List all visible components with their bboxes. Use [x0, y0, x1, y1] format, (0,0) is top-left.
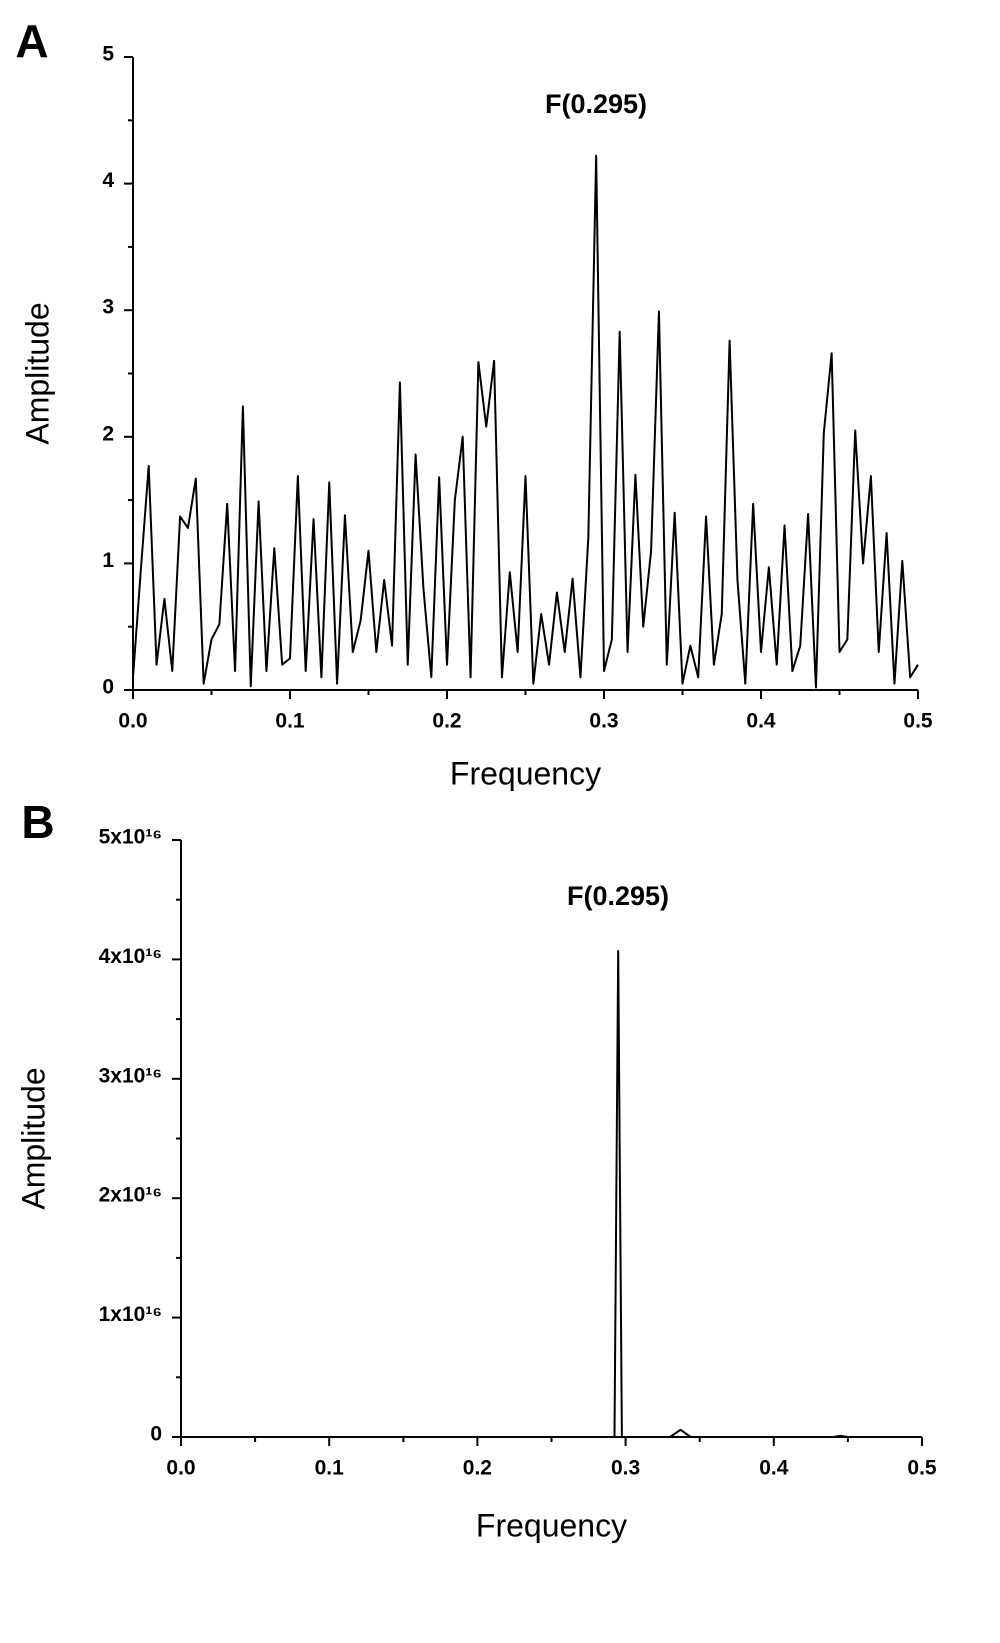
x-tick-label: 0.5 — [907, 1457, 937, 1480]
y-tick-label: 1 — [102, 549, 114, 572]
y-tick-label: 2 — [102, 422, 114, 445]
x-tick-label: 0.4 — [746, 710, 776, 733]
y-tick-label: 0 — [150, 1423, 162, 1446]
spectrum-line — [132, 154, 919, 689]
x-tick-label: 0.1 — [315, 1457, 345, 1480]
x-axis-label: Frequency — [450, 755, 601, 791]
y-axis-label: Amplitude — [15, 1067, 51, 1209]
x-axis-label: Frequency — [476, 1507, 627, 1543]
panel-label: A — [15, 15, 48, 67]
x-tick-label: 0.2 — [463, 1457, 492, 1480]
x-tick-label: 0.1 — [275, 710, 305, 733]
x-tick-label: 0.3 — [611, 1457, 640, 1480]
y-tick-label: 3x10¹⁶ — [99, 1064, 162, 1087]
x-tick-label: 0.0 — [166, 1457, 195, 1480]
y-tick-label: 5x10¹⁶ — [99, 826, 162, 849]
x-tick-label: 0.3 — [589, 710, 618, 733]
y-tick-label: 4 — [102, 169, 114, 192]
spectrum-line — [181, 950, 922, 1438]
panel-label: B — [21, 796, 54, 848]
x-tick-label: 0.4 — [759, 1457, 789, 1480]
x-tick-label: 0.0 — [118, 710, 147, 733]
y-tick-label: 2x10¹⁶ — [99, 1184, 162, 1207]
y-axis-label: Amplitude — [19, 302, 55, 444]
y-tick-label: 0 — [102, 676, 114, 699]
annotation: F(0.295) — [545, 89, 647, 119]
y-tick-label: 3 — [102, 296, 114, 319]
x-tick-label: 0.5 — [903, 710, 933, 733]
annotation: F(0.295) — [567, 881, 669, 911]
y-tick-label: 1x10¹⁶ — [99, 1303, 162, 1326]
x-tick-label: 0.2 — [432, 710, 461, 733]
y-tick-label: 4x10¹⁶ — [99, 945, 162, 968]
y-tick-label: 5 — [102, 43, 114, 66]
